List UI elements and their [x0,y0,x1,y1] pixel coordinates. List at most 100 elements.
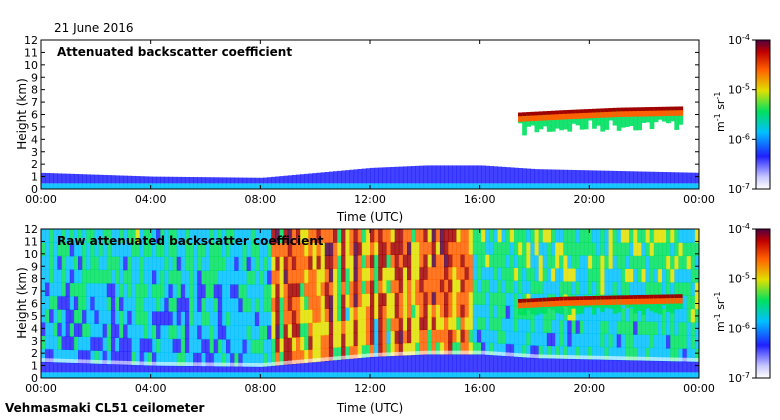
surface-layer-cell [645,372,651,378]
heatmap-cell [374,229,379,243]
heatmap-cell [57,322,63,337]
boundary-layer-cell [201,366,207,373]
heatmap-cell [254,325,260,340]
heatmap-cell [324,255,330,270]
heatmap-cell [291,336,297,352]
heatmap-cell [456,254,462,268]
boundary-layer-cell [468,165,474,184]
heatmap-cell [86,282,91,297]
boundary-layer-cell [106,175,112,184]
boundary-layer-cell [645,360,651,373]
heatmap-cell [94,350,100,365]
heatmap-cell [386,279,392,294]
boundary-layer-cell [505,167,511,184]
surface-layer-cell [291,183,297,189]
heatmap-cell [156,297,161,312]
heatmap-cell [456,229,462,243]
surface-layer-cell [596,183,601,189]
heatmap-cell [546,319,552,334]
heatmap-cell [690,335,696,350]
heatmap-cell [649,255,655,270]
noise-gap-cell [365,353,371,358]
surface-layer-cell [209,183,215,189]
noise-gap-cell [600,355,606,360]
heatmap-cell [234,339,239,354]
cloud-base-cell [616,107,622,112]
surface-layer-cell [608,372,614,378]
boundary-layer-cell [616,170,622,184]
boundary-layer-cell [106,364,112,373]
surface-layer-cell [624,183,630,189]
surface-layer-cell [481,372,486,378]
heatmap-cell [160,229,165,244]
surface-layer-cell [670,372,675,378]
heatmap-cell [287,310,293,325]
boundary-layer-cell [98,363,104,373]
cloud-core-cell [522,115,527,122]
heatmap-cell [407,304,412,318]
heatmap-cell [444,291,449,305]
heatmap-cell [160,256,165,271]
surface-layer-cell [526,183,531,189]
heatmap-cell [61,309,67,324]
cloud-base-cell [600,295,606,300]
surface-layer-cell [522,183,527,189]
heatmap-cell [534,241,540,256]
heatmap-cell [386,318,392,332]
boundary-layer-cell [513,356,519,373]
boundary-layer-cell [86,174,91,184]
heatmap-cell [328,334,334,349]
noise-gap-cell [493,351,499,356]
heatmap-cell [518,241,523,256]
heatmap-cell [505,305,511,319]
noise-gap-cell [501,352,507,356]
heatmap-cell [345,242,351,256]
heatmap-cell [608,346,614,361]
noise-gap-cell [653,357,659,361]
boundary-layer-cell [629,360,634,373]
heatmap-cell [197,256,202,271]
surface-layer-cell [320,372,326,378]
heatmap-cell [300,336,305,351]
heatmap-cell [657,347,663,362]
heatmap-cell [279,297,285,312]
y-tick-label: 5 [31,121,38,134]
heatmap-cell [291,255,297,271]
heatmap-cell [267,229,272,244]
heatmap-cell [542,332,548,346]
noise-gap-cell [682,357,688,362]
heatmap-cell [448,266,453,280]
boundary-layer-cell [444,165,449,184]
heatmap-cell [57,242,63,257]
cloud-base-cell [579,109,585,114]
cloud-core-cell [616,298,622,305]
heatmap-cell [522,331,527,346]
heatmap-cell [156,324,161,339]
heatmap-cell [156,338,161,353]
surface-layer-cell [402,183,408,189]
heatmap-cell [189,324,194,340]
heatmap-cell [341,346,346,361]
cloud-base-cell [563,296,568,301]
x-tick-label: 08:00 [244,193,276,206]
surface-layer-cell [283,183,289,189]
heatmap-cell [65,242,71,257]
heatmap-cell [234,352,239,368]
heatmap-cell [341,255,346,269]
heatmap-cell [353,319,359,334]
heatmap-cell [670,281,675,296]
surface-layer-cell [513,372,519,378]
surface-layer-cell [637,372,643,378]
cloud-base-cell [604,295,610,300]
noise-gap-cell [205,362,211,367]
heatmap-cell [337,346,342,361]
surface-layer-cell [629,183,634,189]
cloud-core-cell [550,113,556,121]
cloud-base-cell [526,298,531,303]
surface-layer-cell [172,183,178,189]
surface-layer-cell [234,183,239,189]
heatmap-cell [513,280,519,294]
heatmap-cell [337,242,342,256]
noise-gap-cell [637,356,643,361]
heatmap-cell [616,333,622,348]
